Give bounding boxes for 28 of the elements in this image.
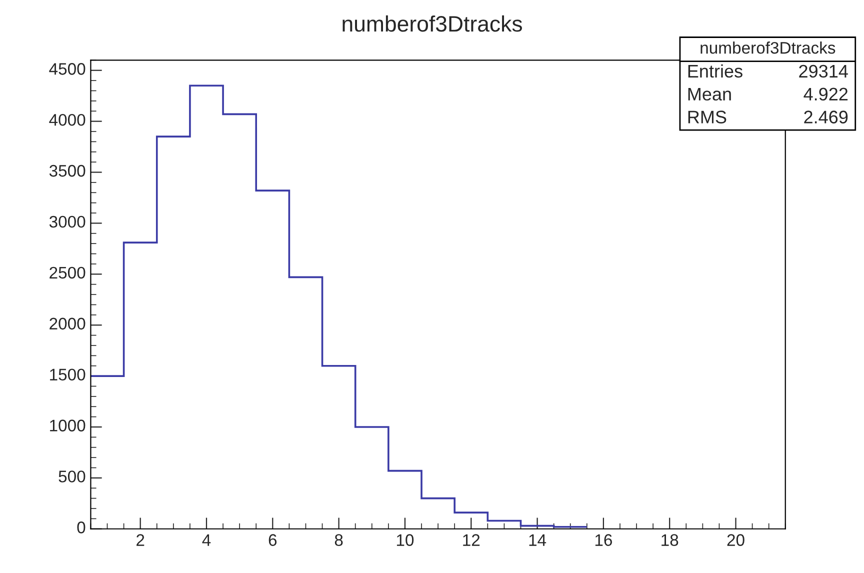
x-tick-label: 12 [463, 534, 480, 546]
y-tick-label: 0 [77, 522, 86, 534]
text: 2.469 [804, 110, 848, 124]
annotation: RMS [688, 110, 726, 124]
y-tick-label: 3000 [49, 216, 86, 228]
x-tick-label: 18 [662, 534, 678, 546]
text: numberof3Dtracks [700, 42, 836, 54]
y-tick-label: 500 [58, 470, 86, 482]
y-tick-label: 2000 [50, 318, 86, 330]
text: 29314 [799, 64, 848, 78]
x-tick-label: 4 [202, 534, 211, 546]
y-tick-label: 4000 [49, 114, 86, 126]
x-tick-label: 16 [595, 534, 612, 546]
y-tick-label: 1500 [50, 368, 86, 381]
annotation: Mean [688, 88, 731, 101]
x-tick-label: 2 [136, 534, 144, 546]
annotation: Entries [688, 64, 742, 78]
chart-title: numberof3Dtracks [342, 15, 522, 32]
x-tick-label: 20 [727, 534, 744, 546]
y-tick-label: 1000 [50, 420, 86, 432]
y-tick-label: 3500 [49, 164, 86, 177]
text: 4.922 [804, 88, 848, 101]
y-tick-label: 2500 [50, 266, 86, 279]
x-tick-label: 8 [334, 534, 343, 546]
x-tick-label: 14 [529, 534, 546, 546]
x-tick-label: 10 [396, 534, 414, 546]
x-tick-label: 6 [268, 534, 277, 546]
y-tick-label: 4500 [49, 63, 86, 75]
